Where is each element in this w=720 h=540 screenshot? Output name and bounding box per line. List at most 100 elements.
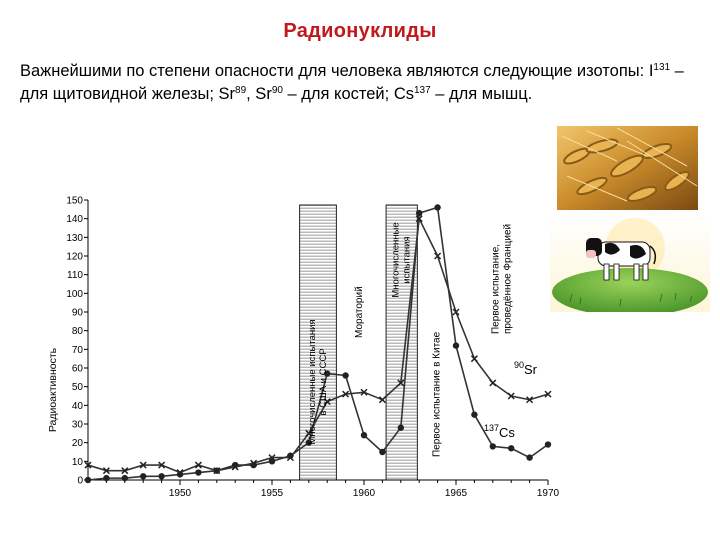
cs-data-point xyxy=(140,473,147,480)
sr-data-point xyxy=(268,454,276,462)
sr-data-point xyxy=(194,461,202,469)
cs-data-point xyxy=(103,474,110,482)
y-tick-label: 140 xyxy=(66,214,83,225)
annotation-line: Первое испытание, xyxy=(490,244,501,334)
wheat-photo xyxy=(557,126,698,210)
cs-data-point xyxy=(176,471,184,478)
iodine-mass-number: 131 xyxy=(653,62,671,73)
y-tick-label: 10 xyxy=(72,457,84,468)
y-tick-label: 0 xyxy=(77,476,83,487)
cs-data-point xyxy=(360,432,368,439)
cs-data-point xyxy=(84,476,92,484)
band-label-line: в США и СССР xyxy=(318,348,329,415)
sr-data-point xyxy=(526,396,534,404)
cs-data-point xyxy=(508,445,515,452)
sr-data-point xyxy=(158,461,166,469)
cs-data-point xyxy=(452,342,460,349)
band-label-1: Многочисленные испытанияв США и СССР xyxy=(307,319,329,444)
sr-data-point xyxy=(378,396,386,404)
x-tick-label: 1970 xyxy=(537,488,560,499)
cs-data-point xyxy=(416,209,423,217)
series-label-sr: 90Sr xyxy=(514,360,538,377)
x-tick-label: 1965 xyxy=(445,488,468,499)
y-tick-label: 50 xyxy=(72,382,84,393)
paragraph-text-3: , Sr xyxy=(246,85,272,103)
cs-data-point xyxy=(526,454,533,461)
sr-data-point xyxy=(342,390,350,398)
y-tick-label: 100 xyxy=(66,289,83,300)
sr-data-point xyxy=(323,398,331,406)
slide-title: Радионуклиды xyxy=(283,20,437,42)
intro-paragraph: Важнейшими по степени опасности для чело… xyxy=(20,60,700,106)
cs-data-point xyxy=(434,204,441,211)
y-tick-label: 60 xyxy=(72,364,84,375)
y-tick-label: 90 xyxy=(72,308,84,319)
x-tick-label: 1950 xyxy=(169,488,192,499)
cs-data-point xyxy=(397,424,404,431)
series-layer xyxy=(84,204,552,484)
y-tick-label: 120 xyxy=(66,252,83,263)
sr-data-point xyxy=(286,454,294,462)
sr-data-point xyxy=(231,463,239,471)
x-tick-label: 1960 xyxy=(353,488,376,499)
cs-symbol: Cs xyxy=(499,425,515,440)
cs-data-point xyxy=(305,439,312,446)
cs-data-point xyxy=(158,473,165,480)
band-label-line: испытания xyxy=(402,236,413,283)
cs-data-point xyxy=(195,469,202,476)
y-tick-label: 150 xyxy=(66,196,83,207)
sr-mass-number: 90 xyxy=(514,360,524,370)
sr-data-point xyxy=(434,252,442,260)
sr-data-point xyxy=(489,379,497,387)
sr-data-point xyxy=(305,429,313,437)
y-axis-title: Радиоактивность xyxy=(47,347,59,432)
cs-data-point xyxy=(121,474,128,482)
annotation-moratorium: Мораторий xyxy=(354,286,365,338)
annotation-line: проведённое Францией xyxy=(502,224,513,334)
annotation-france-test: Первое испытание,проведённое Францией xyxy=(490,224,513,334)
sr-data-point xyxy=(397,379,405,387)
sr-data-point xyxy=(250,459,258,467)
cs-data-point xyxy=(342,372,349,379)
series-label-cs: 137Cs xyxy=(484,423,515,440)
sr-data-point xyxy=(139,461,147,469)
sr-data-point xyxy=(544,390,552,398)
y-tick-label: 110 xyxy=(67,270,83,281)
sr-data-point xyxy=(102,467,110,475)
sr-data-point xyxy=(415,215,423,223)
cs-data-point xyxy=(379,448,386,456)
axes-layer: 0 10 20 30 40 50 60 70 80 90 100 110 120 130 140 150 195… xyxy=(47,196,560,500)
y-tick-label: 130 xyxy=(66,233,83,244)
sr-data-point xyxy=(470,355,478,363)
label-layer: Многочисленные испытанияв США и СССРМног… xyxy=(307,222,538,457)
y-tick-label: 20 xyxy=(72,438,84,449)
cs-data-point xyxy=(471,411,478,418)
sr-data-point xyxy=(84,461,92,469)
paragraph-text-4: – для костей; Cs xyxy=(282,85,414,103)
sr-data-point xyxy=(121,467,129,475)
y-tick-label: 30 xyxy=(72,420,84,431)
y-tick-label: 80 xyxy=(72,326,84,337)
x-tick-label: 1955 xyxy=(261,488,284,499)
paragraph-text-5: – для мышц. xyxy=(430,85,533,103)
sr-data-point xyxy=(176,469,184,477)
test-band-1 xyxy=(299,204,337,481)
sr-data-point xyxy=(213,467,221,475)
sr89-mass-number: 89 xyxy=(235,85,247,96)
sr-data-point xyxy=(360,388,368,396)
cs137-mass-number: 137 xyxy=(414,85,431,96)
cs-mass-number: 137 xyxy=(484,423,499,433)
y-tick-label: 70 xyxy=(72,345,84,356)
band-label-line: Многочисленные xyxy=(391,222,402,297)
annotation-china-test: Первое испытание в Китае xyxy=(431,331,442,457)
sr-symbol: Sr xyxy=(524,362,538,377)
cs-data-point xyxy=(324,370,331,377)
cow-photo xyxy=(550,212,710,312)
cs-data-point xyxy=(489,443,496,450)
paragraph-text-2: – для щитовидной железы; Sr xyxy=(20,62,684,103)
y-tick-label: 40 xyxy=(72,401,84,412)
cs-data-point xyxy=(544,441,552,448)
sr-data-point xyxy=(507,392,515,400)
band-label-2: Многочисленныеиспытания xyxy=(391,222,413,297)
